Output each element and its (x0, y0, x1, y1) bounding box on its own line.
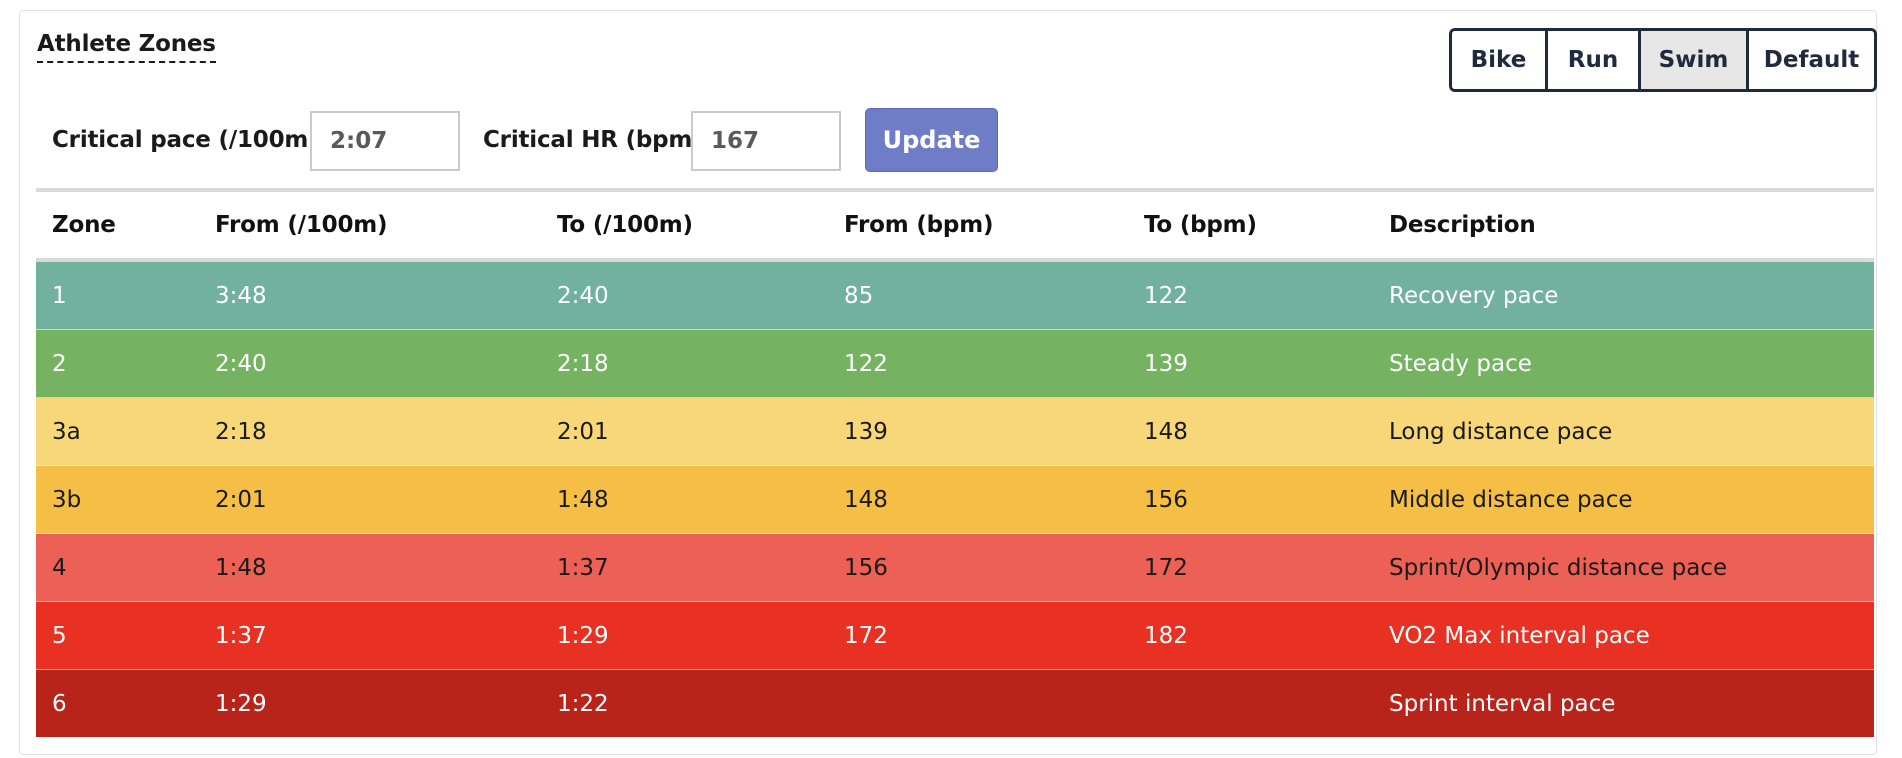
cell-to-pace: 1:37 (541, 533, 828, 602)
cell-description: Sprint interval pace (1389, 690, 1616, 717)
cell-zone: 1 (36, 260, 199, 330)
header-to-pace: To (/100m) (557, 212, 693, 238)
cell-from-pace: 2:18 (199, 397, 541, 466)
critical-hr-label: Critical HR (bpm) (483, 127, 703, 153)
header-to-bpm: To (bpm) (1144, 212, 1257, 238)
cell-zone: 6 (52, 690, 67, 717)
cell-zone: 5 (36, 601, 199, 670)
cell-description: Sprint/Olympic distance pace (1373, 533, 1874, 602)
cell-to-bpm: 148 (1128, 397, 1373, 466)
cell-to-pace: 2:01 (541, 397, 828, 466)
table-row: 2 2:40 2:18 122 139 Steady pace (36, 329, 1874, 398)
sport-button-run[interactable]: Run (1545, 31, 1638, 89)
sport-button-default[interactable]: Default (1746, 31, 1874, 89)
cell-zone: 2 (36, 329, 199, 398)
cell-from-bpm: 172 (828, 601, 1128, 670)
cell-from-pace: 1:37 (199, 601, 541, 670)
critical-hr-input[interactable] (691, 111, 841, 171)
cell-from-pace: 3:48 (199, 260, 541, 330)
cell-from-pace: 2:40 (199, 329, 541, 398)
athlete-zones-panel: Athlete Zones Bike Run Swim Default Crit… (19, 10, 1877, 755)
cell-to-bpm (1128, 670, 1373, 738)
cell-to-pace: 2:18 (541, 329, 828, 398)
cell-from-pace: 1:29 (215, 690, 267, 717)
cell-to-bpm: 182 (1128, 601, 1373, 670)
panel-title: Athlete Zones (37, 29, 216, 63)
table-row: 3a 2:18 2:01 139 148 Long distance pace (36, 397, 1874, 466)
threshold-form: Critical pace (/100m) Critical HR (bpm) … (20, 108, 1876, 172)
table-row: 3b 2:01 1:48 148 156 Middle distance pac… (36, 465, 1874, 534)
cell-to-bpm: 156 (1128, 465, 1373, 534)
table-row: 1 3:48 2:40 85 122 Recovery pace (36, 260, 1874, 330)
cell-from-bpm: 148 (828, 465, 1128, 534)
table-row: 6 1:29 1:22 Sprint interval pace (36, 669, 1874, 738)
cell-zone: 4 (36, 533, 199, 602)
cell-description: Middle distance pace (1373, 465, 1874, 534)
header-description: Description (1389, 212, 1536, 238)
cell-to-bpm: 139 (1128, 329, 1373, 398)
cell-from-bpm: 85 (828, 260, 1128, 330)
cell-from-bpm: 139 (828, 397, 1128, 466)
cell-from-bpm: 156 (828, 533, 1128, 602)
sport-selector: Bike Run Swim Default (1449, 28, 1877, 92)
cell-description: VO2 Max interval pace (1373, 601, 1874, 670)
table-row: 5 1:37 1:29 172 182 VO2 Max interval pac… (36, 601, 1874, 670)
cell-zone: 3a (36, 397, 199, 466)
cell-to-bpm: 172 (1128, 533, 1373, 602)
table-header-row: Zone From (/100m) To (/100m) From (bpm) … (36, 190, 1874, 260)
sport-button-bike[interactable]: Bike (1452, 31, 1545, 89)
cell-from-pace: 2:01 (199, 465, 541, 534)
sport-button-swim[interactable]: Swim (1638, 31, 1746, 89)
table-row: 4 1:48 1:37 156 172 Sprint/Olympic dista… (36, 533, 1874, 602)
cell-from-bpm: 122 (828, 329, 1128, 398)
cell-zone: 3b (36, 465, 199, 534)
cell-to-pace: 1:29 (541, 601, 828, 670)
cell-to-pace: 1:48 (541, 465, 828, 534)
cell-to-pace: 1:22 (557, 690, 609, 717)
critical-pace-label: Critical pace (/100m) (52, 127, 319, 153)
header-from-bpm: From (bpm) (844, 212, 994, 238)
cell-to-bpm: 122 (1128, 260, 1373, 330)
cell-from-bpm (828, 670, 1128, 738)
zones-table: Zone From (/100m) To (/100m) From (bpm) … (36, 188, 1874, 737)
header-zone: Zone (52, 212, 116, 238)
cell-description: Long distance pace (1373, 397, 1874, 466)
critical-pace-input[interactable] (310, 111, 460, 171)
cell-to-pace: 2:40 (541, 260, 828, 330)
cell-description: Steady pace (1373, 329, 1874, 398)
cell-description: Recovery pace (1373, 260, 1874, 330)
header-from-pace: From (/100m) (215, 212, 388, 238)
update-button[interactable]: Update (865, 108, 998, 172)
cell-from-pace: 1:48 (199, 533, 541, 602)
